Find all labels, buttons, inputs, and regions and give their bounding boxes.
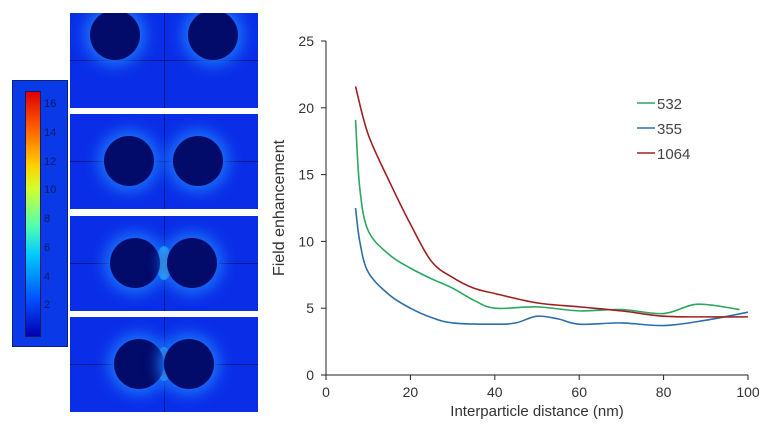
x-tick-label: 60 (571, 384, 587, 400)
x-tick-label: 0 (322, 384, 330, 400)
colorbar: 2 4 6 8 10 12 14 16 (12, 80, 68, 347)
colorbar-tick-label: 6 (44, 241, 51, 254)
x-axis-label: Interparticle distance (nm) (450, 403, 623, 420)
field-map-panel-3 (70, 216, 258, 311)
colorbar-tick-label: 10 (44, 184, 57, 197)
field-map-panel-1 (70, 13, 258, 108)
x-tick-label: 40 (487, 384, 503, 400)
x-tick-label: 80 (656, 384, 672, 400)
colorbar-tick-label: 14 (44, 127, 57, 140)
colorbar-tick-label: 16 (44, 98, 57, 111)
field-map-panel-4 (70, 317, 258, 412)
y-tick-label: 0 (306, 367, 314, 383)
y-tick-label: 5 (306, 300, 314, 316)
y-axis-label: Field enhancement (271, 139, 288, 276)
x-tick-label: 20 (403, 384, 419, 400)
x-tick-label: 100 (736, 384, 760, 400)
y-tick-label: 25 (298, 33, 314, 49)
field-map-panel-2 (70, 114, 258, 209)
legend-label: 355 (657, 121, 682, 138)
series-line-1064 (354, 86, 749, 318)
y-tick-label: 10 (298, 233, 314, 249)
series-line-532 (354, 119, 740, 315)
colorbar-tick-label: 4 (44, 270, 51, 283)
colorbar-tick-label: 8 (44, 213, 51, 226)
legend-label: 532 (657, 96, 682, 113)
legend-label: 1064 (657, 146, 690, 163)
colorbar-tick-label: 2 (44, 299, 51, 312)
series-line-355 (354, 207, 749, 327)
colorbar-tick-label: 12 (44, 155, 57, 168)
colorbar-gradient (25, 91, 41, 337)
y-tick-label: 20 (298, 100, 314, 116)
y-tick-label: 15 (298, 167, 314, 183)
